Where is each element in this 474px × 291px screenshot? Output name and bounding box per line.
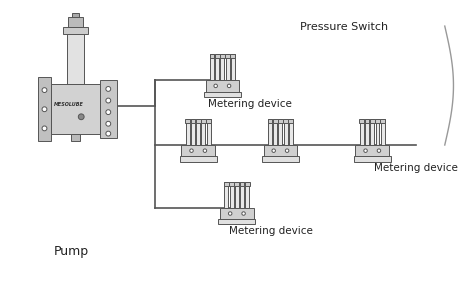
Circle shape [106,98,111,103]
Bar [262,156,299,162]
Circle shape [42,107,47,112]
Text: Pressure Switch: Pressure Switch [300,22,388,32]
Bar [196,119,200,145]
Bar [365,119,369,145]
Bar [219,219,255,224]
Bar [356,145,389,156]
Bar [206,80,239,92]
Bar [231,54,235,80]
Bar [72,13,79,17]
Bar [67,34,84,84]
Bar [204,92,241,97]
Bar [230,182,234,208]
Bar [235,182,239,208]
Bar [289,119,293,145]
Bar [191,119,195,123]
Circle shape [214,84,218,88]
Bar [100,80,117,138]
Bar [381,119,384,145]
Bar [278,119,283,145]
Text: Metering device: Metering device [208,99,292,109]
Bar [215,54,219,80]
Bar [230,54,235,58]
Bar [71,134,80,141]
Circle shape [190,149,193,152]
Bar [359,119,364,123]
Bar [220,54,225,58]
Bar [191,119,195,145]
Circle shape [203,149,207,152]
Bar [201,119,205,145]
Bar [273,119,277,145]
Bar [225,54,230,58]
Bar [38,77,51,141]
Bar [185,119,190,123]
Bar [215,54,219,58]
Bar [375,119,380,123]
Circle shape [78,114,84,120]
Bar [264,145,297,156]
Circle shape [242,212,246,215]
Bar [180,156,217,162]
Bar [240,182,244,208]
Bar [240,182,245,186]
Circle shape [106,86,111,91]
Bar [226,54,229,80]
Text: Metering device: Metering device [229,226,313,236]
Bar [283,119,288,145]
Circle shape [106,121,111,126]
Bar [182,145,215,156]
Circle shape [364,149,367,152]
Text: MESOLUBE: MESOLUBE [54,102,84,107]
Bar [354,156,391,162]
Bar [210,54,214,58]
Bar [210,54,214,80]
Circle shape [377,149,381,152]
Bar [375,119,379,145]
Circle shape [285,149,289,152]
Bar [220,54,224,80]
Bar [283,119,288,123]
Text: Pump: Pump [54,245,89,258]
Bar [268,119,272,145]
Bar [289,119,293,123]
Bar [245,182,250,186]
Bar [63,27,88,34]
Circle shape [42,126,47,131]
Bar [365,119,369,123]
Bar [186,119,190,145]
Bar [370,119,374,123]
Bar [273,119,278,123]
Circle shape [42,88,47,93]
Bar [225,182,228,208]
Bar [267,119,273,123]
Bar [235,182,239,186]
Bar [278,119,283,123]
Bar [360,119,364,145]
Bar [370,119,374,145]
Bar [207,119,210,145]
Text: Metering device: Metering device [374,164,458,173]
Bar [380,119,385,123]
Bar [224,182,229,186]
Bar [220,208,254,219]
Circle shape [228,212,232,215]
Circle shape [106,110,111,115]
Circle shape [228,84,231,88]
Bar [206,119,211,123]
Bar [201,119,206,123]
Bar [229,182,234,186]
Circle shape [272,149,275,152]
Bar [196,119,201,123]
Bar [68,17,83,27]
Bar [246,182,249,208]
Circle shape [106,131,111,136]
Bar [51,84,100,134]
